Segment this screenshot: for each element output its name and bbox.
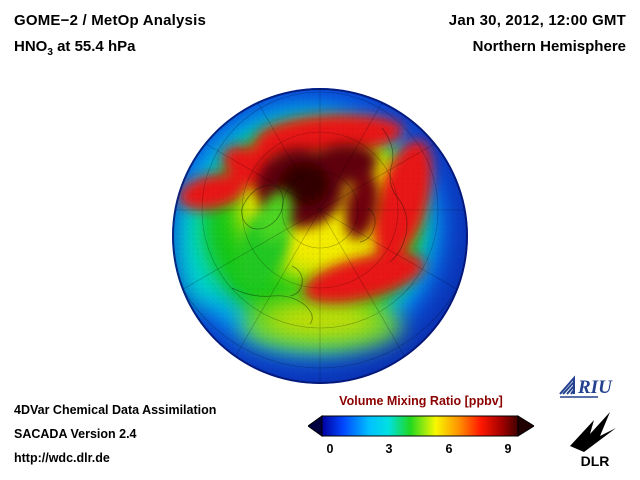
header-left: GOME−2 / MetOp Analysis HNO3 at 55.4 hPa: [14, 12, 206, 58]
species-level: HNO3 at 55.4 hPa: [14, 38, 206, 58]
colorbar-left-arrow: [308, 415, 323, 437]
version-label: SACADA Version 2.4: [14, 427, 137, 441]
tick-0: 0: [326, 442, 334, 456]
colorbar: [308, 415, 534, 437]
datetime-label: Jan 30, 2012, 12:00 GMT: [448, 12, 626, 29]
tick-6: 6: [445, 442, 453, 456]
dlr-logo-text: DLR: [581, 453, 610, 469]
colorbar-ticks: 0 3 6 9: [308, 442, 534, 458]
riu-logo: RIU: [559, 375, 613, 398]
product-title: GOME−2 / MetOp Analysis: [14, 12, 207, 29]
url-label: http://wdc.dlr.de: [14, 451, 110, 465]
dlr-logo-icon: [570, 412, 616, 452]
riu-logo-icon: [559, 375, 598, 398]
colorbar-gradient: [321, 415, 519, 437]
assimilation-label: 4DVar Chemical Data Assimilation: [14, 403, 217, 417]
tick-3: 3: [385, 442, 393, 456]
header-right: Jan 30, 2012, 12:00 GMT Northern Hemisph…: [449, 12, 626, 55]
colorbar-right-arrow: [517, 415, 534, 437]
tick-9: 9: [504, 442, 512, 456]
species-suffix: at 55.4 hPa: [52, 38, 136, 55]
attribution-block: 4DVar Chemical Data Assimilation SACADA …: [14, 398, 216, 470]
species-prefix: HNO: [14, 38, 48, 55]
hemisphere-map: [172, 88, 468, 384]
colorbar-title: Volume Mixing Ratio [ppbv]: [339, 394, 503, 408]
dlr-logo: DLR: [570, 412, 616, 469]
riu-logo-text: RIU: [577, 377, 613, 398]
hemisphere-label: Northern Hemisphere: [472, 38, 626, 55]
species-subscript: 3: [47, 47, 53, 58]
